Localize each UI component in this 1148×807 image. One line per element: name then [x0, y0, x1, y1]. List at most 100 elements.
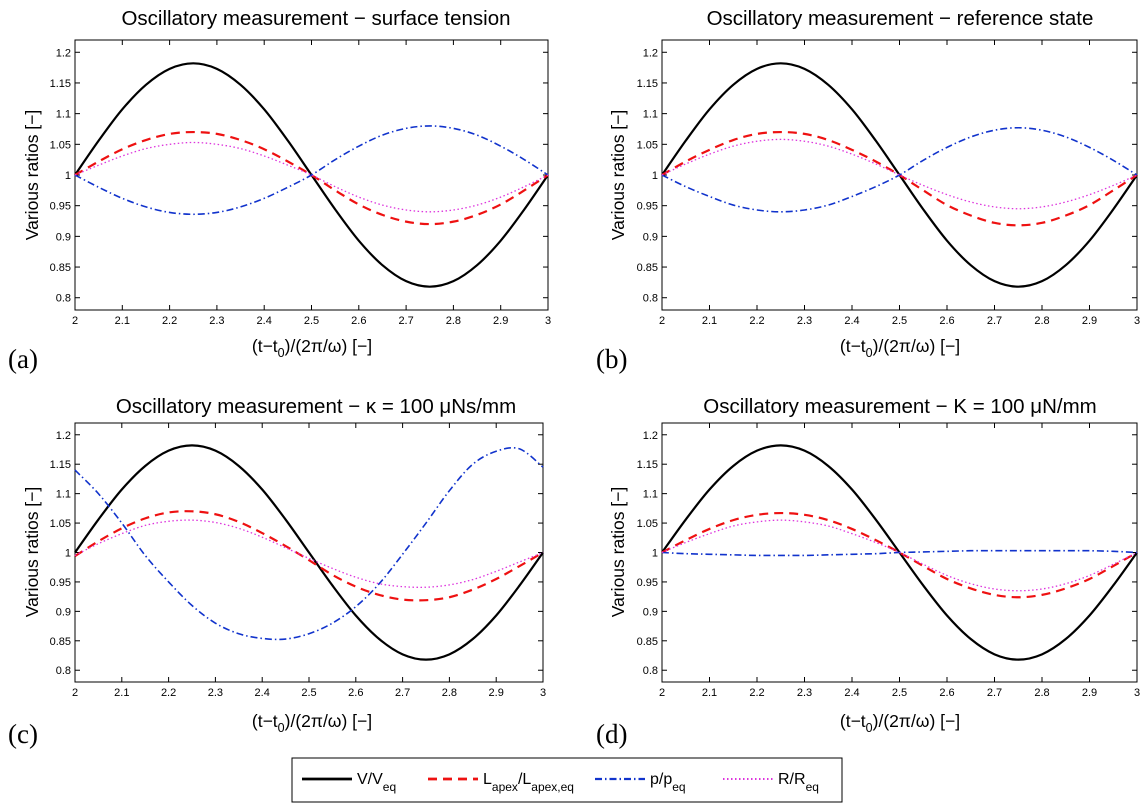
y-tick-label: 1: [652, 170, 658, 182]
x-tick-label: 3: [545, 315, 551, 327]
chart-title: Oscillatory measurement − K = 100 μN/mm: [703, 395, 1096, 418]
panel-label: (d): [596, 719, 627, 749]
y-tick-label: 0.8: [56, 665, 71, 677]
panels: 2 2.1 2.2 2.3 2.4 2.5 2.6 2.7 2.8 2.9 3 0.8 0.85 0.9 0…: [8, 7, 1140, 749]
y-tick-label: 1: [65, 548, 71, 560]
x-axis-label: (t−t0)/(2π/ω) [−]: [252, 711, 372, 735]
series-line: [661, 138, 1138, 210]
series-line: [74, 510, 544, 602]
x-tick-label: 2.7: [987, 687, 1002, 699]
x-tick-label: 3: [1134, 687, 1140, 699]
y-tick-label: 1.2: [643, 47, 658, 59]
x-tick-label: 2.5: [304, 315, 319, 327]
x-tick-label: 2.5: [301, 687, 316, 699]
series-line: [74, 125, 549, 216]
panel-label: (a): [8, 344, 38, 374]
x-tick-label: 2.2: [161, 687, 176, 699]
chart-title: Oscillatory measurement − reference stat…: [707, 7, 1094, 30]
x-tick-label: 2.8: [442, 687, 457, 699]
chart-title: Oscillatory measurement − κ = 100 μNs/mm: [116, 395, 516, 418]
x-tick-label: 2.2: [749, 315, 764, 327]
x-tick-label: 2.9: [1082, 687, 1097, 699]
y-tick-label: 1.2: [56, 47, 71, 59]
x-tick-label: 2.6: [939, 315, 954, 327]
y-tick-label: 0.8: [643, 293, 658, 305]
legend-label: R/Req: [778, 771, 819, 794]
x-axis-label: (t−t0)/(2π/ω) [−]: [840, 711, 960, 735]
x-tick-label: 2.4: [844, 687, 859, 699]
x-tick-label: 2.2: [749, 687, 764, 699]
y-tick-label: 1.1: [643, 109, 658, 121]
legend-label: Lapex/Lapex,eq: [483, 771, 574, 794]
panel-label: (b): [596, 344, 627, 374]
y-tick-label: 1.05: [637, 518, 658, 530]
x-tick-label: 2.4: [844, 315, 859, 327]
x-tick-label: 2.3: [209, 315, 224, 327]
x-axis-label: (t−t0)/(2π/ω) [−]: [840, 336, 960, 360]
y-axis-label: Various ratios [−]: [22, 487, 42, 618]
y-tick-label: 1.05: [637, 139, 658, 151]
y-tick-label: 0.85: [637, 262, 658, 274]
y-axis-label: Various ratios [−]: [608, 110, 628, 241]
x-tick-label: 2.5: [892, 315, 907, 327]
y-tick-label: 0.8: [56, 293, 71, 305]
legend-items: V/Veq Lapex/Lapex,eq p/peq R/Req: [302, 771, 819, 794]
y-tick-label: 0.9: [643, 606, 658, 618]
x-tick-label: 2.1: [115, 315, 130, 327]
x-axis-label: (t−t0)/(2π/ω) [−]: [252, 336, 372, 360]
x-tick-label: 2.2: [162, 315, 177, 327]
legend-label: V/Veq: [357, 771, 396, 794]
y-tick-label: 1.1: [56, 489, 71, 501]
x-tick-label: 2.9: [489, 687, 504, 699]
x-tick-label: 2: [72, 687, 78, 699]
x-tick-label: 2.3: [797, 687, 812, 699]
x-tick-label: 2.1: [702, 687, 717, 699]
chart-panel: 2 2.1 2.2 2.3 2.4 2.5 2.6 2.7 2.8 2.9 3 0.8 0.85 0.9 0…: [8, 7, 551, 374]
x-tick-label: 2.8: [1034, 687, 1049, 699]
chart-title: Oscillatory measurement − surface tensio…: [121, 7, 510, 30]
series-line: [74, 141, 549, 213]
y-tick-label: 1.2: [56, 430, 71, 442]
series-line: [74, 446, 544, 641]
x-tick-label: 2.1: [114, 687, 129, 699]
y-tick-label: 0.85: [637, 636, 658, 648]
x-tick-label: 2.8: [1034, 315, 1049, 327]
x-tick-label: 2.7: [987, 315, 1002, 327]
x-tick-label: 2.6: [939, 687, 954, 699]
y-tick-label: 0.95: [637, 201, 658, 213]
legend-box: [291, 757, 843, 803]
x-tick-label: 2: [72, 315, 78, 327]
y-tick-label: 1.1: [643, 489, 658, 501]
x-tick-label: 2.9: [493, 315, 508, 327]
y-tick-label: 0.9: [56, 231, 71, 243]
x-tick-label: 3: [1134, 315, 1140, 327]
x-tick-label: 2.1: [702, 315, 717, 327]
y-axis-label: Various ratios [−]: [22, 110, 42, 241]
y-tick-label: 0.9: [643, 231, 658, 243]
x-tick-label: 2.7: [395, 687, 410, 699]
y-tick-label: 1.15: [637, 459, 658, 471]
x-tick-label: 2.6: [348, 687, 363, 699]
x-tick-label: 2: [659, 687, 665, 699]
chart-panel: 2 2.1 2.2 2.3 2.4 2.5 2.6 2.7 2.8 2.9 3 0.8 0.85 0.9 0…: [8, 395, 546, 749]
y-tick-label: 1.15: [637, 78, 658, 90]
y-tick-label: 0.85: [50, 636, 71, 648]
x-tick-label: 2.3: [208, 687, 223, 699]
y-tick-label: 1.2: [643, 430, 658, 442]
x-tick-label: 2.4: [255, 687, 270, 699]
y-tick-label: 1: [652, 548, 658, 560]
y-tick-label: 1.15: [50, 459, 71, 471]
chart-panel: 2 2.1 2.2 2.3 2.4 2.5 2.6 2.7 2.8 2.9 3 0.8 0.85 0.9 0…: [596, 7, 1140, 374]
y-tick-label: 0.95: [50, 577, 71, 589]
y-tick-label: 0.95: [50, 201, 71, 213]
legend-label: p/peq: [650, 771, 686, 794]
y-tick-label: 1.05: [50, 139, 71, 151]
x-tick-label: 2: [659, 315, 665, 327]
series-line: [661, 511, 1138, 599]
series-line: [74, 130, 549, 226]
y-tick-label: 0.95: [637, 577, 658, 589]
x-tick-label: 2.3: [797, 315, 812, 327]
y-tick-label: 1: [65, 170, 71, 182]
legend: V/Veq Lapex/Lapex,eq p/peq R/Req: [291, 757, 843, 803]
